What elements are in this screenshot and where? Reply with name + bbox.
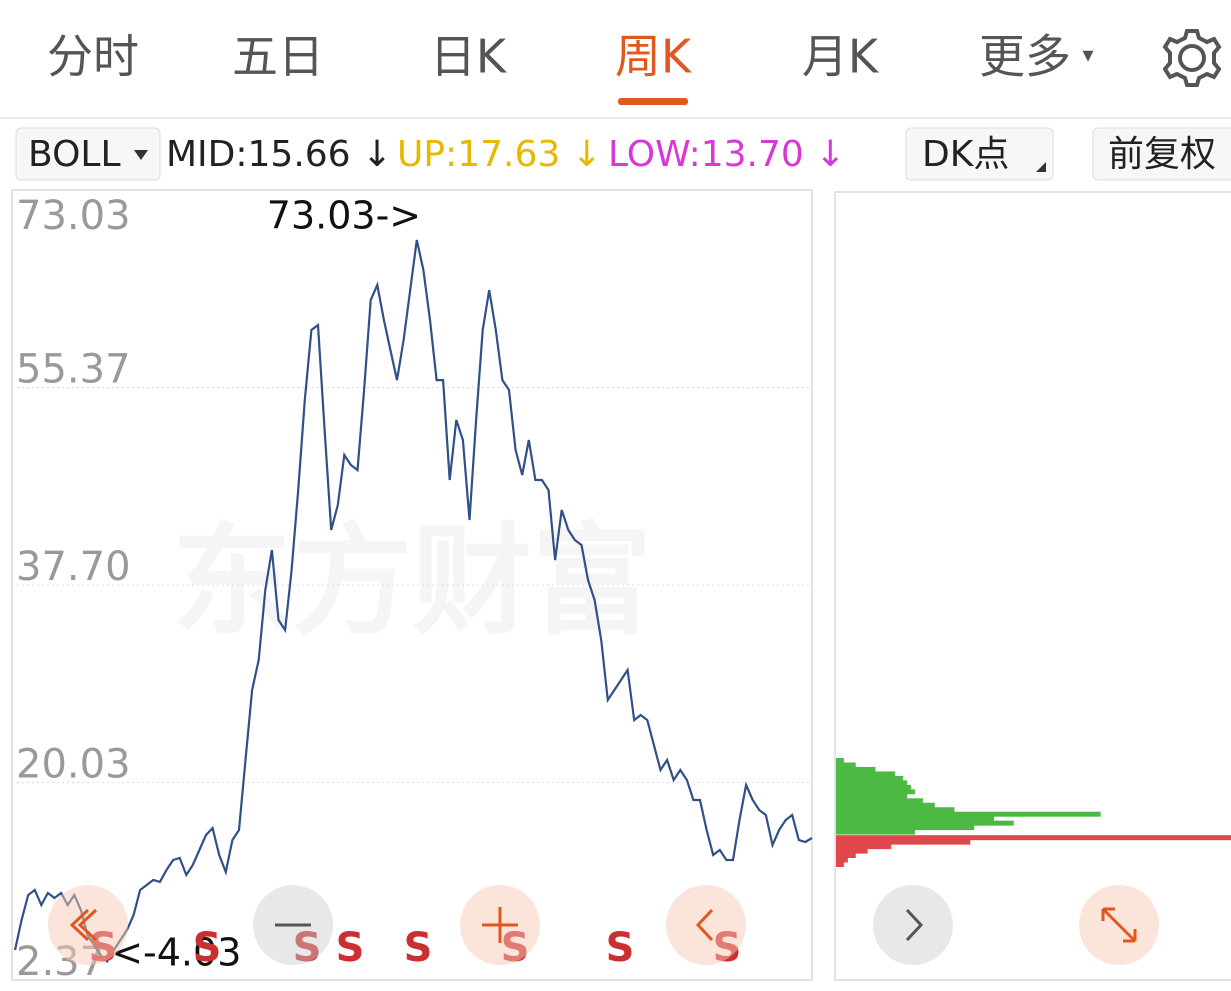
- distribution-bar: [836, 853, 856, 859]
- zoom-in-button[interactable]: [460, 885, 540, 965]
- tab[interactable]: 五日: [232, 30, 324, 84]
- tab-bar: 分时 五日 日K 周K 月K 更多: [47, 30, 1071, 105]
- signal-marker: S: [193, 925, 222, 971]
- watermark: 东方财富: [172, 513, 652, 652]
- distribution-bar: [836, 816, 994, 822]
- adjust-button[interactable]: [1092, 127, 1231, 181]
- distribution-bar: [836, 766, 876, 772]
- distribution-bar: [836, 857, 848, 863]
- signal-marker: S: [404, 925, 433, 971]
- price-line: [13, 239, 813, 964]
- y-tick-label: 55.37: [16, 346, 131, 392]
- dk-label: DK点: [922, 134, 1009, 175]
- more-caret: ▾: [1082, 43, 1093, 68]
- distribution-bar: [836, 758, 844, 764]
- settings-icon[interactable]: [1162, 29, 1222, 87]
- scroll-left-button[interactable]: [48, 885, 128, 965]
- distribution-bar: [836, 780, 908, 786]
- distribution-bar: [836, 771, 896, 777]
- adjust-label: 前复权: [1108, 134, 1216, 175]
- distribution-frame: [834, 191, 1231, 981]
- distribution-bar: [836, 839, 971, 845]
- dk-button[interactable]: [905, 127, 1054, 181]
- next-button[interactable]: [873, 885, 953, 965]
- distribution-bar: [836, 784, 912, 790]
- tab[interactable]: 周K: [615, 30, 693, 84]
- distribution-bar: [836, 798, 923, 804]
- tab[interactable]: 分时: [47, 30, 139, 84]
- y-tick-label: 20.03: [16, 742, 131, 788]
- prev-button[interactable]: [666, 885, 746, 965]
- y-tick-label: 37.70: [16, 544, 131, 590]
- mid-value: MID:15.66 ↓: [166, 134, 392, 175]
- min-label: <-4.03: [111, 931, 241, 975]
- signal-marker: S: [606, 925, 635, 971]
- distribution-bar: [836, 825, 975, 831]
- distribution-bar: [836, 829, 915, 835]
- signal-marker: S: [336, 925, 365, 971]
- distribution-bar: [836, 862, 844, 868]
- distribution-bar: [836, 848, 868, 854]
- tab-underline: [618, 98, 688, 105]
- distribution-bar: [836, 762, 856, 768]
- overlay-buttons: [48, 885, 1159, 965]
- y-tick-label: 73.03: [16, 193, 131, 239]
- distribution-bar: [836, 844, 892, 850]
- distribution-bar: [836, 835, 1231, 841]
- tab[interactable]: 更多: [979, 30, 1071, 84]
- distribution-bar: [836, 802, 935, 808]
- signal-marker: S: [293, 925, 322, 971]
- indicator-name: BOLL: [28, 134, 121, 175]
- distribution-bar: [836, 789, 915, 795]
- caret: [1036, 162, 1046, 172]
- fullscreen-button[interactable]: [1079, 885, 1159, 965]
- indicator-select[interactable]: [15, 127, 161, 181]
- tab[interactable]: 月K: [802, 30, 880, 84]
- distribution-bar: [836, 811, 1101, 817]
- up-value: UP:17.63 ↓: [397, 134, 602, 175]
- zoom-out-button[interactable]: [253, 885, 333, 965]
- tab[interactable]: 日K: [430, 30, 508, 84]
- distribution-bar: [836, 820, 1014, 826]
- distribution-bar: [836, 775, 904, 781]
- caret: [134, 150, 148, 160]
- low-value: LOW:13.70 ↓: [608, 134, 845, 175]
- max-label: 73.03->: [267, 194, 421, 238]
- distribution-bar: [836, 807, 955, 813]
- distribution-bar: [836, 793, 908, 799]
